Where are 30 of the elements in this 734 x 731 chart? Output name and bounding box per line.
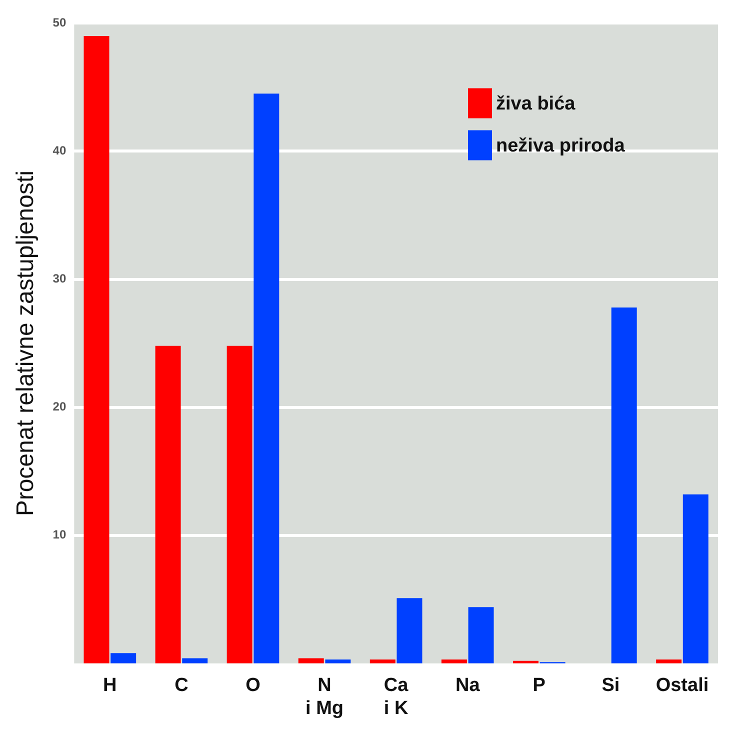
- bar: [611, 307, 637, 664]
- x-tick-label: O: [246, 675, 260, 696]
- bar: [254, 94, 280, 664]
- x-tick-label: Ca i K: [384, 675, 409, 719]
- x-tick-label: Na: [455, 675, 480, 696]
- y-tick-label: 10: [52, 528, 66, 542]
- x-tick-label: C: [174, 675, 189, 696]
- bar: [656, 660, 682, 664]
- x-tick-label: Si: [602, 675, 620, 696]
- legend-label: neživa priroda: [496, 135, 626, 156]
- bar: [682, 494, 708, 664]
- bar: [441, 660, 467, 664]
- y-tick-label: 20: [52, 400, 66, 414]
- bar: [325, 660, 351, 664]
- y-tick-label: 50: [52, 16, 66, 30]
- bar: [396, 598, 422, 664]
- bar: [110, 653, 136, 664]
- bar: [370, 660, 396, 664]
- bar: [468, 607, 494, 664]
- y-axis-title: Procenat relativne zastupljenosti: [12, 170, 40, 516]
- legend-label: živa bića: [496, 93, 576, 114]
- x-tick-label: Ostali: [656, 675, 709, 696]
- bar: [226, 346, 252, 664]
- x-tick-label: N i Mg: [306, 675, 344, 719]
- bar: [155, 346, 181, 664]
- bar: [84, 36, 110, 664]
- x-tick-label: P: [532, 675, 546, 696]
- y-tick-label: 30: [52, 272, 66, 286]
- x-tick-label: H: [103, 675, 117, 696]
- y-tick-label: 40: [52, 144, 66, 158]
